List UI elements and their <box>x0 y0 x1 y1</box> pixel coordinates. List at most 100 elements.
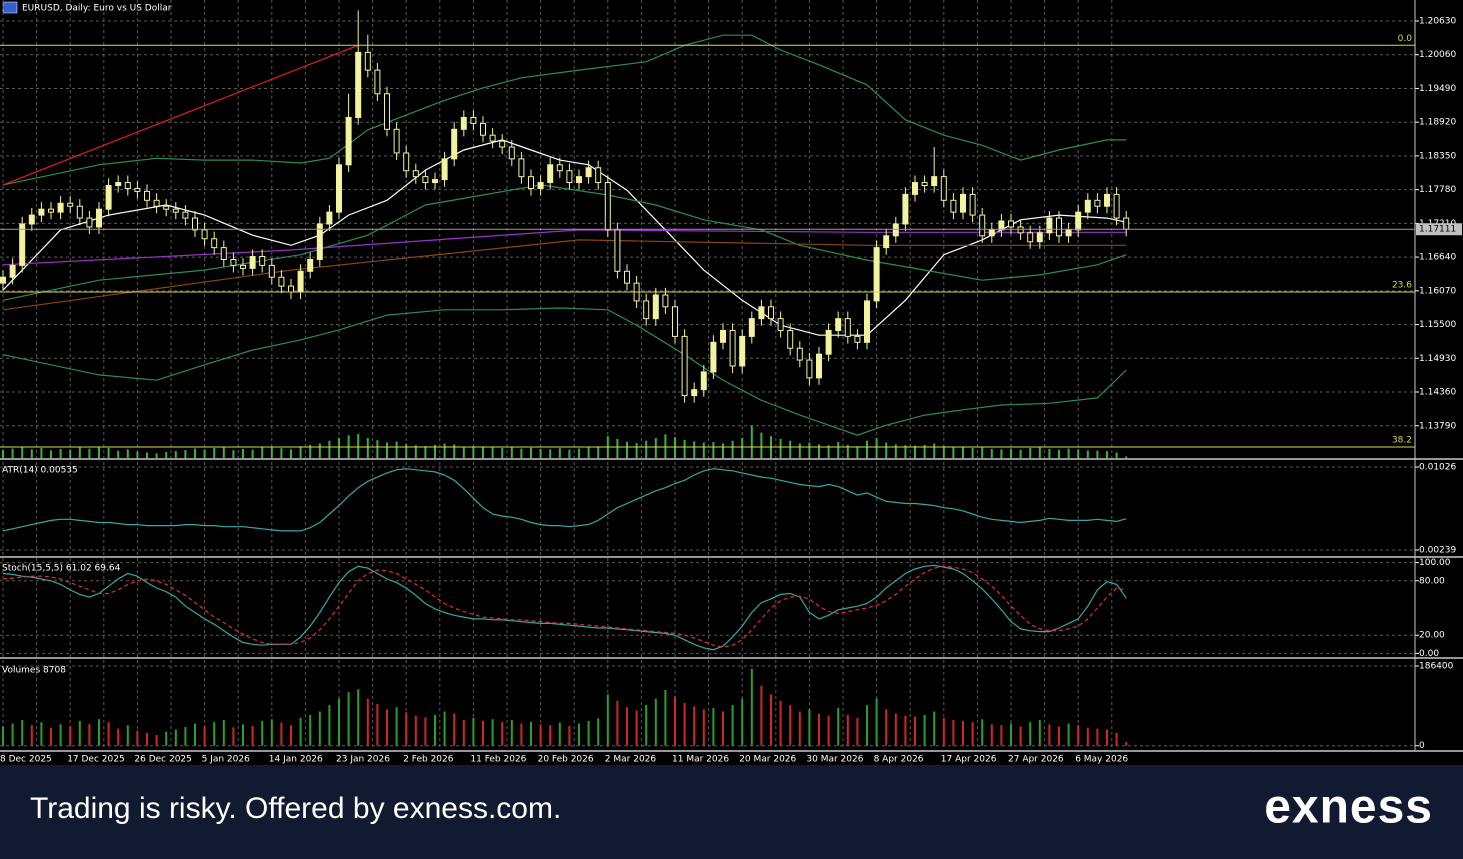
volume-bar <box>482 720 484 746</box>
candle-body <box>403 152 410 172</box>
volume-bar-main <box>174 451 177 458</box>
volume-bar <box>1115 732 1118 746</box>
volume-bar <box>837 708 840 746</box>
volume-bar-main <box>856 446 859 458</box>
candle-body <box>326 211 333 225</box>
x-tick-label: 6 May 2026 <box>1075 755 1128 765</box>
volume-bar <box>971 722 974 746</box>
volume-bar-main <box>750 425 753 458</box>
candle-body <box>451 128 458 160</box>
candle-body <box>739 335 746 367</box>
candle-body <box>115 182 122 187</box>
volume-bar <box>59 724 62 746</box>
candle-body <box>460 116 467 130</box>
volume-bar <box>1048 724 1051 746</box>
volume-bar <box>616 700 619 746</box>
volume-bar <box>165 731 168 746</box>
volume-bar <box>885 709 888 746</box>
volume-bar-main <box>510 447 513 458</box>
volume-bar-main <box>635 443 638 458</box>
volume-bar <box>1077 725 1080 746</box>
volume-bar-main <box>290 449 292 458</box>
candle-body <box>681 335 688 397</box>
volume-bar-main <box>923 444 926 458</box>
volume-bar-main <box>155 453 158 458</box>
volume-bar-main <box>328 440 331 458</box>
volume-bar-main <box>136 451 139 458</box>
volume-bar-main <box>414 445 417 458</box>
volume-bar-main <box>126 449 129 458</box>
volume-bar <box>155 735 158 746</box>
candle-body <box>816 353 822 379</box>
volume-bar-main <box>69 449 72 458</box>
volume-bar <box>818 713 820 746</box>
volume-bar-main <box>568 449 571 458</box>
volume-bar-main <box>683 439 686 458</box>
volume-bar <box>1106 729 1108 746</box>
candle-body <box>595 167 602 184</box>
volume-bar-main <box>981 446 984 458</box>
candle-body <box>969 193 976 216</box>
volume-bar <box>50 727 52 746</box>
candle-body <box>758 306 765 320</box>
candle-body <box>76 205 83 219</box>
volume-bar <box>750 668 753 746</box>
volume-bar <box>386 709 388 746</box>
candle-body <box>777 318 784 331</box>
candle-body <box>537 182 544 189</box>
candle-body <box>364 51 371 71</box>
volume-bar-main <box>443 443 446 458</box>
volume-bar-main <box>626 441 628 458</box>
volume-bar <box>434 714 436 746</box>
volume-bar <box>184 726 187 746</box>
volume-bar-main <box>1115 452 1118 458</box>
volume-bar-main <box>1048 448 1051 458</box>
volume-bar-main <box>597 446 600 458</box>
x-tick-label: 5 Jan 2026 <box>202 755 250 765</box>
y-tick-label: 1.14360 <box>1419 388 1456 398</box>
volume-bar <box>760 685 763 746</box>
volume-bar <box>1086 727 1089 746</box>
candle-body <box>105 185 112 210</box>
candle-body <box>643 300 650 320</box>
candle-body <box>192 217 198 231</box>
volume-bar <box>203 725 206 746</box>
volume-bar <box>846 714 849 746</box>
volume-bar <box>1000 725 1003 746</box>
candle-body <box>873 247 880 302</box>
candle-body <box>268 264 275 278</box>
volume-bar <box>309 714 312 746</box>
volume-bar <box>914 716 916 746</box>
volume-bar-main <box>107 448 110 458</box>
candle-body <box>998 220 1005 231</box>
volume-bar-main <box>242 448 244 458</box>
volume-bar-main <box>366 438 369 458</box>
volume-bar <box>443 711 446 746</box>
volume-bar <box>21 720 24 746</box>
overlay-line <box>2 307 1127 436</box>
candle-body <box>662 294 669 308</box>
volume-bar <box>213 722 216 746</box>
candle-body <box>124 182 131 189</box>
candle-body <box>1046 217 1053 234</box>
candle-body <box>499 140 506 148</box>
candle-body <box>134 187 141 192</box>
volume-bar-main <box>904 445 907 458</box>
volume-bar <box>261 720 264 746</box>
volume-bar-main <box>520 448 523 458</box>
volume-bar-main <box>866 440 868 458</box>
volume-bar <box>1019 726 1022 746</box>
volume-bar-main <box>2 449 4 458</box>
candle-body <box>892 223 899 237</box>
volume-bar <box>789 705 792 746</box>
volume-bar-main <box>846 444 849 458</box>
candle-body <box>652 294 659 320</box>
candle-body <box>768 306 774 320</box>
volume-bar-main <box>1067 448 1070 458</box>
volume-bar <box>472 717 475 746</box>
symbol-icon <box>2 1 18 14</box>
candle-body <box>1036 232 1043 243</box>
x-tick-label: 8 Apr 2026 <box>874 755 924 765</box>
volume-bar <box>539 724 542 746</box>
